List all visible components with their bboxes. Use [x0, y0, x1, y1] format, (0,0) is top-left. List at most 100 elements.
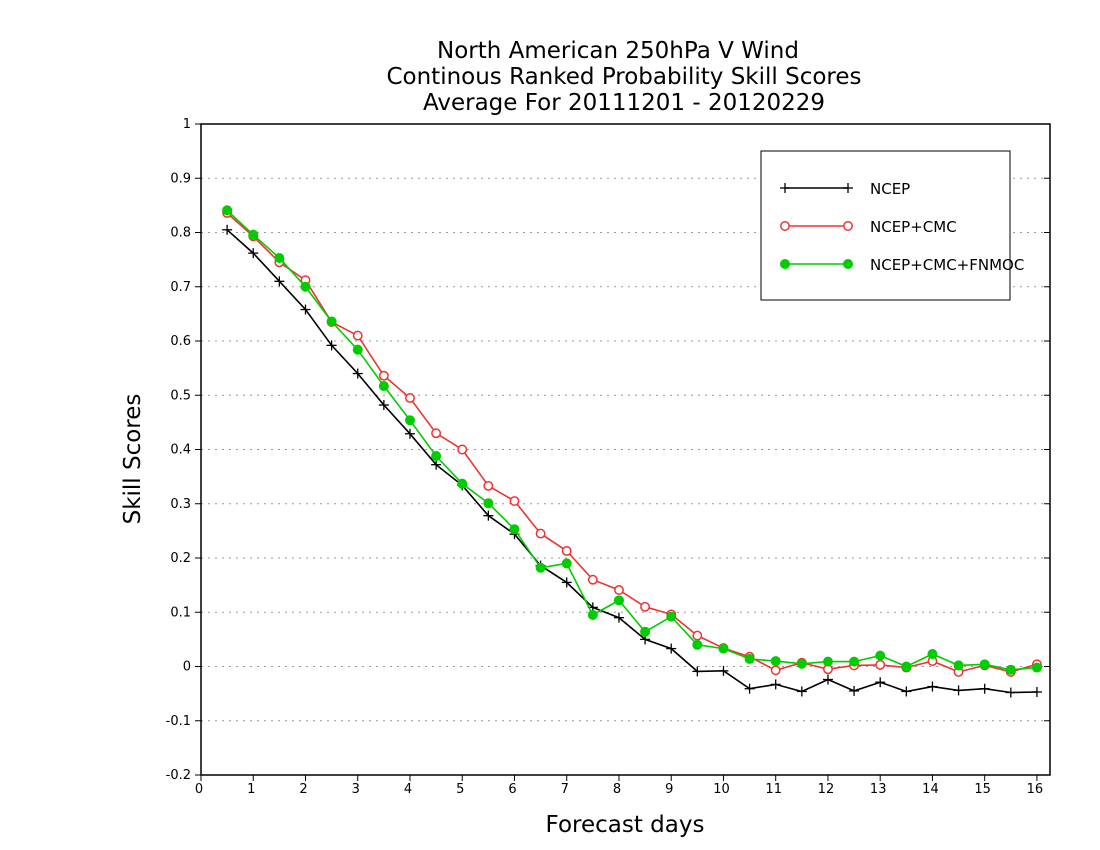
data-point-ncep-cmc [483, 480, 494, 491]
data-point-ncep-cmc-fnmoc [744, 653, 755, 664]
data-point-ncep-cmc-fnmoc [927, 649, 938, 660]
y-tick-label: -0.1 [166, 714, 191, 729]
title-line-2: Continous Ranked Probability Skill Score… [386, 64, 861, 90]
data-point-ncep-cmc-fnmoc [718, 643, 729, 654]
data-point-ncep [222, 224, 233, 235]
data-point-ncep-cmc-fnmoc [274, 252, 285, 263]
data-point-ncep-cmc-fnmoc [404, 415, 415, 426]
legend-item-ncep: NCEP [780, 180, 910, 198]
series-ncep [222, 224, 1042, 698]
legend-item-ncep-cmc: NCEP+CMC [780, 218, 957, 236]
data-point-ncep [718, 665, 729, 676]
data-point-ncep [326, 340, 337, 351]
y-axis-label: Skill Scores [120, 394, 146, 525]
data-point-ncep [561, 577, 572, 588]
legend-marker [843, 259, 853, 269]
data-point-ncep-cmc [378, 370, 389, 381]
x-tick-label: 3 [352, 782, 360, 797]
data-point-ncep-cmc [587, 574, 598, 585]
data-point-ncep [822, 674, 833, 685]
data-point-ncep-cmc [875, 659, 886, 670]
data-point-ncep [300, 304, 311, 315]
y-tick-label: 0.1 [170, 605, 191, 620]
data-series [222, 205, 1042, 698]
x-tick-label: 12 [818, 782, 835, 797]
legend-marker [780, 221, 790, 231]
data-point-ncep [248, 248, 259, 259]
x-tick-label: 0 [195, 782, 203, 797]
legend-label: NCEP+CMC+FNMOC [870, 256, 1024, 274]
data-point-ncep [744, 683, 755, 694]
data-point-ncep [770, 679, 781, 690]
data-point-ncep-cmc [535, 528, 546, 539]
data-point-ncep-cmc-fnmoc [248, 229, 259, 240]
data-point-ncep [1005, 687, 1016, 698]
data-point-ncep [875, 677, 886, 688]
data-point-ncep-cmc-fnmoc [796, 658, 807, 669]
data-point-ncep [483, 510, 494, 521]
data-point-ncep-cmc-fnmoc [953, 660, 964, 671]
data-point-ncep-cmc [509, 496, 520, 506]
data-point-ncep [404, 428, 415, 439]
data-point-ncep-cmc [405, 393, 415, 403]
data-point-ncep-cmc [640, 601, 651, 612]
data-point-ncep [796, 686, 807, 697]
y-tick-label: 0.4 [170, 443, 191, 458]
data-point-ncep [953, 685, 964, 696]
data-point-ncep [979, 683, 990, 694]
y-tick-label: 0.2 [170, 551, 191, 566]
chart-title: North American 250hPa V Wind Continous R… [386, 38, 861, 116]
series-line-ncep [226, 229, 1037, 694]
legend-label: NCEP [870, 180, 910, 198]
data-point-ncep-cmc [352, 330, 363, 341]
data-point-ncep [927, 681, 938, 692]
data-point-ncep-cmc-fnmoc [770, 656, 781, 667]
data-point-ncep-cmc-fnmoc [535, 562, 546, 573]
x-tick-label: 15 [974, 782, 991, 797]
x-axis-label: Forecast days [546, 812, 705, 838]
x-tick-label: 4 [404, 782, 412, 797]
data-point-ncep [666, 643, 677, 654]
x-tick-label: 16 [1027, 782, 1044, 797]
y-tick-label: 1 [183, 117, 191, 132]
y-tick-labels: -0.2 -0.1 0 0.1 0.2 0.3 0.4 0.5 0.6 0.7 0.8 0.9 1 [166, 117, 191, 783]
y-tick-label: 0.7 [170, 280, 191, 295]
series-ncep-cmc-fnmoc [222, 205, 1042, 675]
y-tick-label: 0.6 [170, 334, 191, 349]
y-tick-label: 0 [183, 660, 191, 675]
data-point-ncep-cmc-fnmoc [483, 498, 494, 509]
legend: NCEP NCEP+CMC NCEP+CMC+FNMOC [760, 150, 1024, 301]
data-point-ncep-cmc [457, 444, 468, 455]
data-point-ncep-cmc [561, 545, 572, 556]
data-point-ncep-cmc-fnmoc [431, 451, 442, 462]
data-point-ncep-cmc-fnmoc [587, 609, 598, 620]
data-point-ncep [1031, 686, 1042, 697]
data-point-ncep-cmc-fnmoc [640, 626, 651, 637]
data-point-ncep [613, 612, 624, 623]
x-tick-label: 8 [613, 782, 621, 797]
x-tick-label: 5 [456, 782, 464, 797]
legend-marker [780, 259, 790, 269]
data-point-ncep-cmc-fnmoc [666, 611, 677, 622]
data-point-ncep [352, 368, 363, 379]
legend-marker [843, 221, 853, 231]
data-point-ncep [692, 666, 703, 677]
data-point-ncep-cmc-fnmoc [509, 524, 520, 535]
legend-item-ncep-cmc-fnmoc: NCEP+CMC+FNMOC [780, 256, 1024, 274]
data-point-ncep [901, 686, 912, 697]
legend-marker [780, 183, 790, 193]
y-tick-label: 0.3 [170, 497, 191, 512]
legend-marker [843, 183, 853, 193]
data-point-ncep [431, 459, 442, 470]
x-tick-label: 14 [922, 782, 939, 797]
x-tick-label: 13 [870, 782, 887, 797]
data-point-ncep-cmc [614, 585, 624, 595]
x-tick-label: 1 [247, 782, 255, 797]
x-tick-label: 11 [765, 782, 782, 797]
data-point-ncep [378, 400, 389, 411]
data-point-ncep-cmc [770, 665, 781, 676]
data-point-ncep-cmc-fnmoc [1031, 662, 1042, 673]
data-point-ncep-cmc-fnmoc [457, 478, 468, 489]
data-point-ncep-cmc-fnmoc [979, 659, 990, 670]
